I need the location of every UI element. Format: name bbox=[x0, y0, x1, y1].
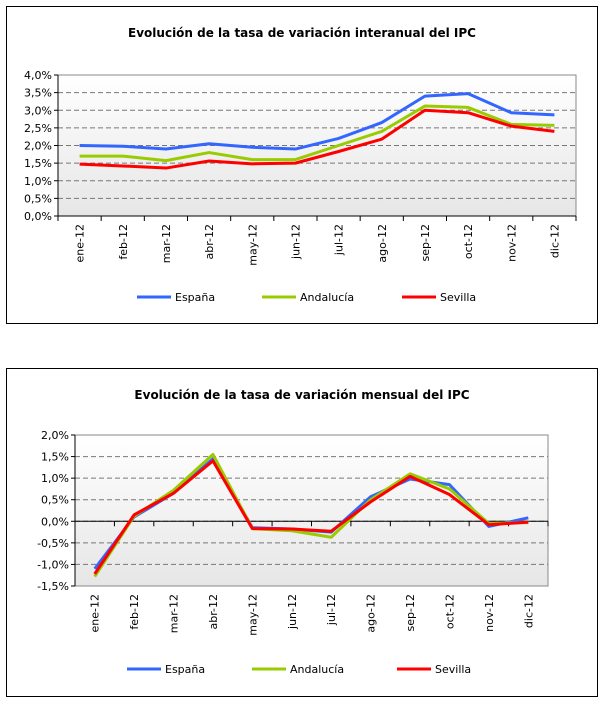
y-tick-label: -1,5% bbox=[37, 580, 69, 593]
y-tick-label: 1,0% bbox=[24, 175, 52, 188]
legend-label: Andalucía bbox=[290, 663, 344, 676]
legend-label: Andalucía bbox=[300, 291, 354, 304]
x-tick-label: ene-12 bbox=[74, 224, 87, 262]
y-tick-label: 3,0% bbox=[24, 104, 52, 117]
series-line-sevilla bbox=[93, 459, 529, 575]
x-tick-label: oct-12 bbox=[462, 224, 475, 259]
legend-label: Sevilla bbox=[440, 291, 476, 304]
y-tick-label: 4,0% bbox=[24, 69, 52, 82]
x-tick-label: mar-12 bbox=[160, 224, 173, 263]
x-tick-label: may-12 bbox=[246, 594, 259, 636]
y-tick-label: 1,5% bbox=[41, 451, 69, 464]
x-tick-label: ago-12 bbox=[376, 224, 389, 263]
x-tick-label: nov-12 bbox=[483, 594, 496, 632]
x-tick-label: abr-12 bbox=[207, 594, 220, 630]
y-tick-label: 1,0% bbox=[41, 472, 69, 485]
chart-mensual-svg: Evolución de la tasa de variación mensua… bbox=[37, 388, 549, 676]
legend-label: Sevilla bbox=[435, 663, 471, 676]
x-tick-label: dic-12 bbox=[522, 594, 535, 628]
x-tick-label: jun-12 bbox=[289, 224, 302, 260]
x-tick-label: sep-12 bbox=[419, 224, 432, 261]
chart-title: Evolución de la tasa de variación intera… bbox=[128, 26, 476, 40]
chart-interanual-svg: Evolución de la tasa de variación intera… bbox=[24, 26, 577, 304]
y-tick-label: 0,5% bbox=[41, 494, 69, 507]
x-tick-label: ago-12 bbox=[365, 594, 378, 633]
chart-mensual: Evolución de la tasa de variación mensua… bbox=[6, 368, 598, 697]
legend-label: España bbox=[175, 291, 215, 304]
y-tick-label: 0,0% bbox=[24, 210, 52, 223]
y-tick-label: -1,0% bbox=[37, 558, 69, 571]
x-tick-label: jul-12 bbox=[325, 594, 338, 626]
x-tick-label: jul-12 bbox=[333, 224, 346, 256]
series-line-sevilla bbox=[79, 108, 555, 170]
legend-label: España bbox=[165, 663, 205, 676]
y-tick-label: 3,5% bbox=[24, 87, 52, 100]
x-tick-label: dic-12 bbox=[548, 224, 561, 258]
x-tick-label: ene-12 bbox=[89, 594, 102, 632]
x-tick-label: nov-12 bbox=[505, 224, 518, 262]
x-tick-label: feb-12 bbox=[117, 224, 130, 260]
series-line-andalucía bbox=[93, 452, 529, 578]
chart-title: Evolución de la tasa de variación mensua… bbox=[134, 388, 469, 402]
x-tick-label: abr-12 bbox=[203, 224, 216, 260]
y-tick-label: 0,5% bbox=[24, 192, 52, 205]
x-tick-label: sep-12 bbox=[404, 594, 417, 631]
series-line-andalucía bbox=[79, 104, 555, 163]
chart-interanual: Evolución de la tasa de variación intera… bbox=[6, 6, 598, 324]
x-tick-label: jun-12 bbox=[286, 594, 299, 630]
x-tick-label: oct-12 bbox=[443, 594, 456, 629]
y-tick-label: 2,5% bbox=[24, 122, 52, 135]
y-tick-label: -0,5% bbox=[37, 537, 69, 550]
x-tick-label: mar-12 bbox=[168, 594, 181, 633]
y-tick-label: 0,0% bbox=[41, 515, 69, 528]
y-tick-label: 1,5% bbox=[24, 157, 52, 170]
y-tick-label: 2,0% bbox=[24, 140, 52, 153]
x-tick-label: may-12 bbox=[246, 224, 259, 266]
x-tick-label: feb-12 bbox=[128, 594, 141, 630]
series-line-españa bbox=[79, 92, 555, 151]
y-tick-label: 2,0% bbox=[41, 429, 69, 442]
